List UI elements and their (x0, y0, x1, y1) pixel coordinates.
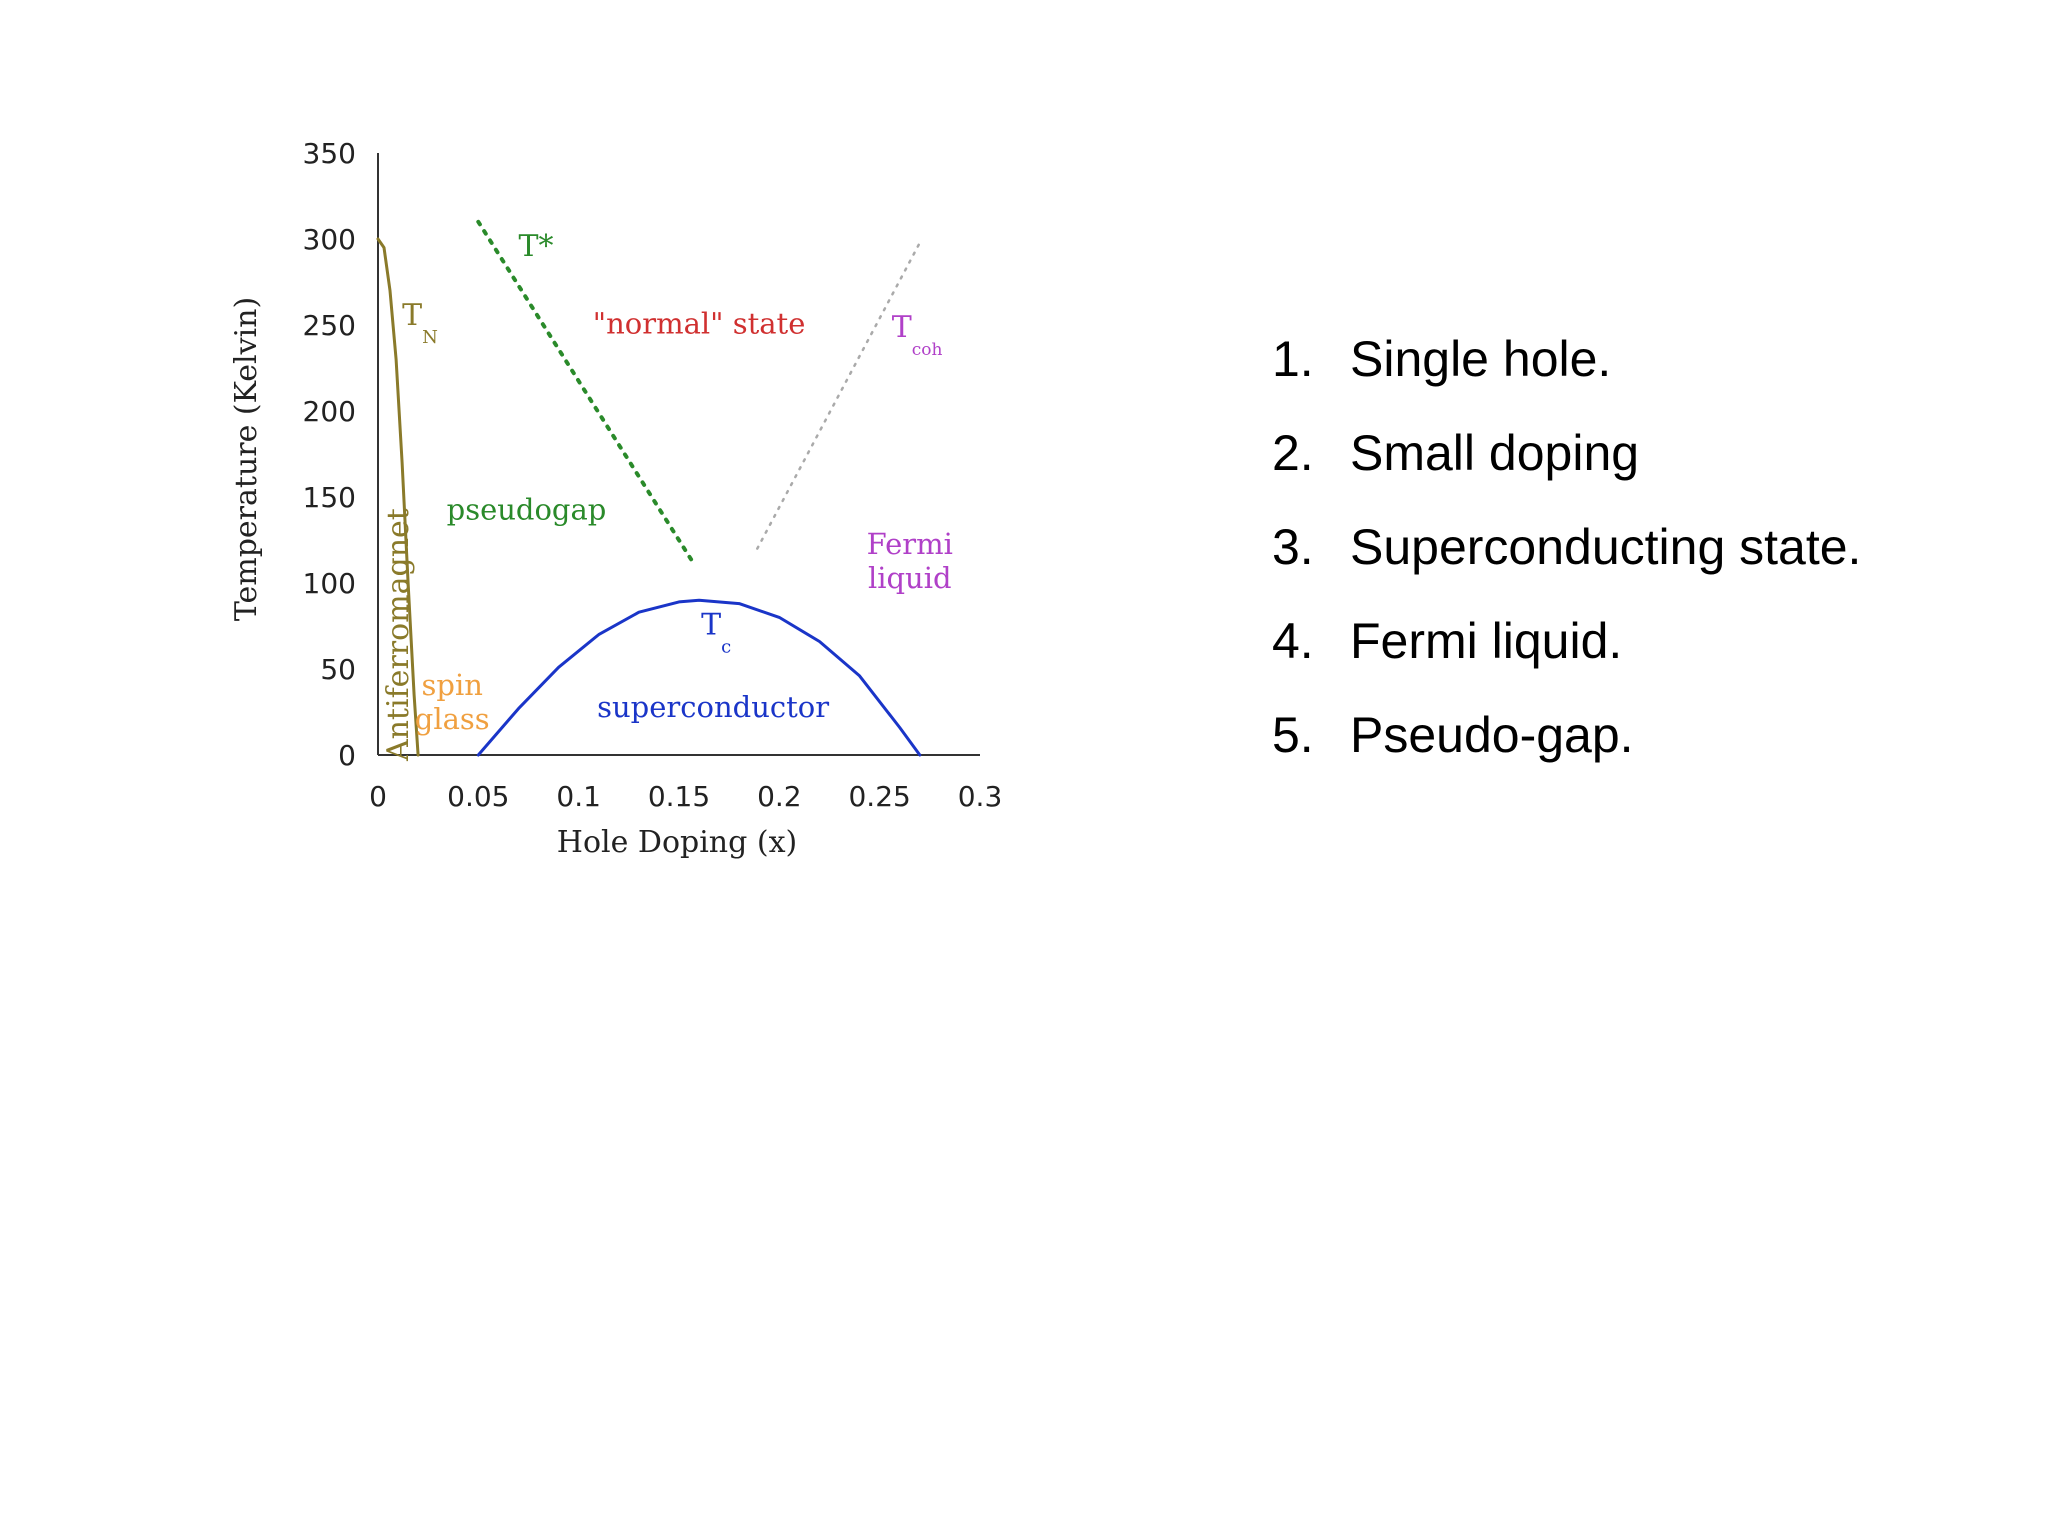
y-tick-label: 200 (303, 395, 356, 428)
annotation-tn-main: T (402, 298, 422, 333)
x-tick-label: 0 (369, 780, 387, 813)
region-label-fermi-liquid: Fermi (867, 527, 953, 561)
region-label-normal-state: "normal" state (593, 307, 806, 341)
list-item-number: 4. (1272, 613, 1314, 669)
list-item: 4. Fermi liquid. (1272, 594, 1861, 688)
y-tick-label: 250 (303, 309, 356, 342)
y-tick-label: 100 (303, 567, 356, 600)
x-tick-label: 0.15 (648, 780, 710, 813)
annotation-tc-main: T (701, 608, 721, 643)
region-label-superconductor: superconductor (597, 690, 829, 724)
list-item-number: 2. (1272, 425, 1314, 481)
series-line-tn (376, 237, 420, 757)
x-tick-label: 0.05 (447, 780, 509, 813)
list-item-text: Single hole. (1350, 331, 1612, 387)
series-line-t (476, 219, 695, 565)
y-tick-label: 350 (303, 137, 356, 170)
region-label-fermi-liquid: liquid (868, 561, 952, 595)
region-label-spin-glass: glass (415, 702, 490, 736)
list-item: 2. Small doping (1272, 406, 1861, 500)
region-label-spin-glass: spin (422, 668, 483, 702)
annotation-tcoh-sub: coh (912, 340, 943, 360)
list-item-number: 5. (1272, 707, 1314, 763)
list-item-text: Fermi liquid. (1350, 613, 1623, 669)
list-item-text: Pseudo-gap. (1350, 707, 1634, 763)
x-tick-label: 0.2 (757, 780, 802, 813)
phase-diagram-chart: 0 0.05 0.1 0.15 0.2 0.25 0.3 0 50 100 150 200 250 300… (229, 137, 1003, 860)
list-item-text: Small doping (1350, 425, 1640, 481)
annotation-tn-sub: N (422, 327, 438, 348)
series-line-tc (476, 598, 922, 757)
x-tick-label: 0.3 (958, 780, 1003, 813)
region-label-antiferromagnet: Antiferromagnet (381, 508, 416, 762)
y-tick-label: 0 (338, 739, 356, 772)
annotation-tc-sub: c (721, 637, 731, 658)
list-item-number: 3. (1272, 519, 1314, 575)
list-item-number: 1. (1272, 331, 1314, 387)
annotation-tcoh-main: T (892, 310, 912, 345)
list-item: 1. Single hole. (1272, 312, 1861, 406)
list-item: 3. Superconducting state. (1272, 500, 1861, 594)
list-item: 5. Pseudo-gap. (1272, 688, 1861, 782)
answer-options-list: 1. Single hole. 2. Small doping 3. Supercon… (1272, 312, 1861, 782)
x-tick-label: 0.25 (848, 780, 910, 813)
y-tick-label: 150 (303, 481, 356, 514)
y-axis-label: Temperature (Kelvin) (229, 297, 264, 621)
x-axis-label: Hole Doping (x) (557, 825, 797, 860)
series-line-tcoh (756, 237, 924, 550)
annotation-tstar-main: T* (518, 229, 553, 264)
list-item-text: Superconducting state. (1350, 519, 1862, 575)
region-label-pseudogap: pseudogap (447, 492, 607, 526)
y-tick-label: 50 (320, 653, 356, 686)
y-tick-label: 300 (303, 223, 356, 256)
x-tick-label: 0.1 (556, 780, 601, 813)
